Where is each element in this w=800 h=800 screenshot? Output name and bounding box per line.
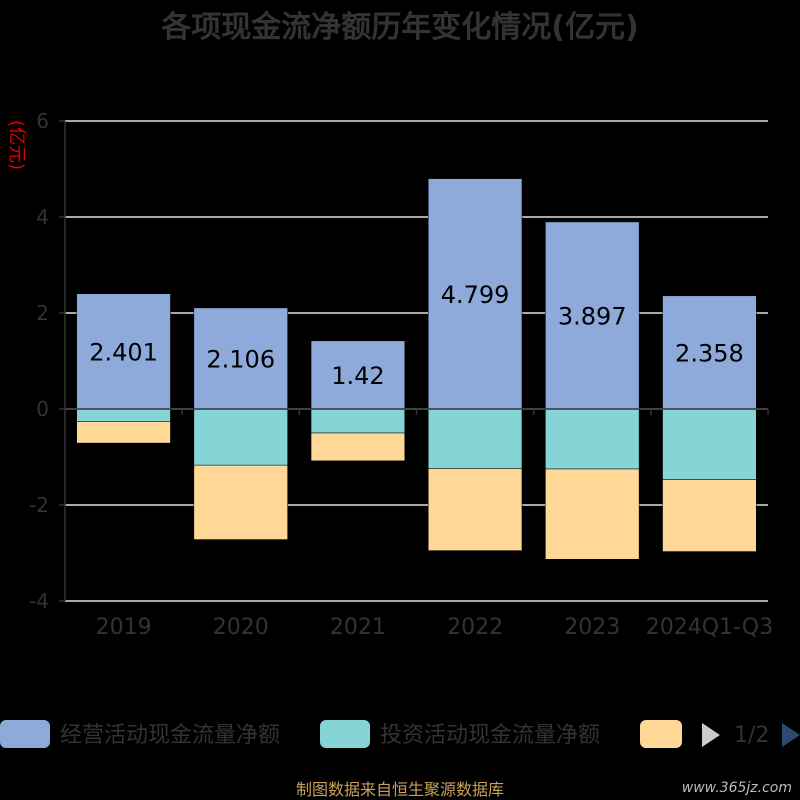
bar-segment-1[interactable]	[76, 408, 171, 422]
chart-title: 各项现金流净额历年变化情况(亿元)	[160, 10, 638, 45]
x-tick-label: 2023	[564, 615, 620, 640]
bar-segment-0[interactable]	[662, 295, 757, 410]
bar-segment-2[interactable]	[662, 479, 757, 552]
y-tick-label: 6	[36, 109, 49, 133]
bar-segment-2[interactable]	[193, 464, 288, 540]
legend-label-operating[interactable]: 经营活动现金流量净额	[60, 723, 280, 748]
data-labels: 2.401 2.106 1.42 4.799 3.897 2.358	[89, 281, 744, 390]
data-source-note: 制图数据来自恒生聚源数据库	[296, 780, 504, 799]
y-tick-label: -4	[29, 589, 49, 613]
data-label: 1.42	[331, 362, 384, 390]
bar-segment-1[interactable]	[427, 408, 523, 469]
legend-swatch-third[interactable]	[640, 720, 682, 748]
bar-segment-1[interactable]	[662, 408, 757, 480]
bar-segment-2[interactable]	[76, 421, 171, 444]
bar-segment-0[interactable]	[545, 221, 640, 410]
bar-segment-0[interactable]	[427, 178, 523, 410]
data-label: 2.358	[675, 339, 744, 367]
y-tick-label: -2	[29, 493, 49, 517]
legend-label-investing[interactable]: 投资活动现金流量净额	[380, 723, 600, 748]
y-tick-label: 2	[36, 301, 49, 325]
x-tick-label: 2022	[447, 615, 503, 640]
bars	[76, 178, 757, 560]
bar-segment-2[interactable]	[545, 468, 640, 560]
axes: -4 -2 0 2 4 6 2019 2020 2021 2022 2023 2024Q1-Q3	[29, 109, 773, 640]
bar-segment-2[interactable]	[427, 468, 523, 551]
legend-prev-arrow-icon[interactable]	[702, 723, 720, 747]
x-tick-label: 2024Q1-Q3	[646, 615, 773, 640]
bar-segment-2[interactable]	[310, 432, 406, 462]
data-label: 3.897	[558, 302, 627, 330]
x-tick-label: 2019	[96, 615, 152, 640]
bar-segment-0[interactable]	[193, 307, 288, 410]
y-tick-label: 0	[36, 397, 49, 421]
watermark: www.365jz.com	[682, 780, 792, 796]
legend-next-arrow-icon[interactable]	[782, 723, 800, 747]
data-label: 4.799	[441, 281, 510, 309]
bar-segment-0[interactable]	[310, 340, 406, 410]
legend: 经营活动现金流量净额 投资活动现金流量净额 1/2	[0, 720, 800, 748]
data-label: 2.401	[89, 338, 158, 366]
bar-segment-1[interactable]	[193, 408, 288, 466]
data-label: 2.106	[206, 345, 275, 373]
x-tick-label: 2021	[330, 615, 386, 640]
legend-swatch-investing[interactable]	[320, 720, 370, 748]
y-tick-label: 4	[36, 205, 49, 229]
legend-page-indicator: 1/2	[734, 723, 769, 748]
x-tick-label: 2020	[213, 615, 269, 640]
bar-segment-0[interactable]	[76, 293, 171, 410]
bar-segment-1[interactable]	[310, 408, 406, 434]
legend-swatch-operating[interactable]	[0, 720, 50, 748]
bar-segment-1[interactable]	[545, 408, 640, 470]
y-axis-unit: (亿元)	[6, 120, 27, 170]
